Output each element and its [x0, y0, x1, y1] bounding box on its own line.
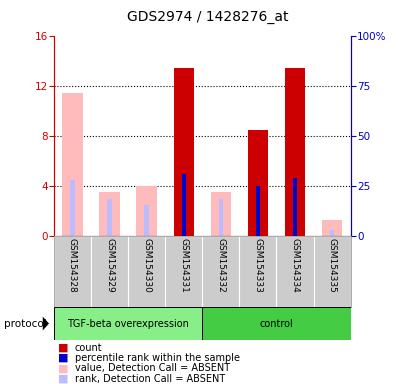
Text: GSM154328: GSM154328	[68, 238, 77, 293]
Text: ■: ■	[58, 343, 68, 353]
Bar	[54, 236, 91, 307]
Bar	[239, 236, 276, 307]
Text: control: control	[260, 318, 293, 329]
Text: GSM154330: GSM154330	[142, 238, 151, 293]
Bar	[54, 307, 203, 340]
Text: protocol: protocol	[4, 318, 47, 329]
Text: ■: ■	[58, 353, 68, 363]
Text: GSM154331: GSM154331	[179, 238, 188, 293]
Bar	[173, 68, 194, 236]
Bar	[165, 236, 202, 307]
Text: TGF-beta overexpression: TGF-beta overexpression	[67, 318, 189, 329]
Text: ■: ■	[58, 374, 68, 384]
Text: GSM154333: GSM154333	[254, 238, 262, 293]
Bar	[203, 236, 239, 307]
Text: value, Detection Call = ABSENT: value, Detection Call = ABSENT	[75, 363, 230, 373]
Text: GSM154334: GSM154334	[290, 238, 300, 293]
Text: GSM154329: GSM154329	[105, 238, 114, 293]
Bar	[285, 68, 305, 236]
Text: percentile rank within the sample: percentile rank within the sample	[75, 353, 240, 363]
Bar	[314, 236, 351, 307]
Bar	[91, 236, 128, 307]
Bar	[330, 230, 334, 236]
Bar	[137, 186, 157, 236]
Text: ■: ■	[58, 363, 68, 373]
Bar	[211, 192, 231, 236]
Text: GSM154332: GSM154332	[216, 238, 225, 293]
Bar	[219, 199, 223, 236]
Bar	[144, 205, 149, 236]
Bar	[322, 220, 342, 236]
Text: GDS2974 / 1428276_at: GDS2974 / 1428276_at	[127, 10, 288, 23]
Bar	[293, 177, 297, 236]
Text: GSM154335: GSM154335	[327, 238, 337, 293]
Text: count: count	[75, 343, 103, 353]
Text: rank, Detection Call = ABSENT: rank, Detection Call = ABSENT	[75, 374, 225, 384]
Bar	[276, 236, 314, 307]
Bar	[203, 307, 351, 340]
Bar	[181, 174, 186, 236]
Bar	[70, 180, 75, 236]
Bar	[256, 186, 260, 236]
Bar	[107, 199, 112, 236]
Bar	[248, 130, 268, 236]
Bar	[128, 236, 165, 307]
Bar	[62, 93, 83, 236]
Bar	[99, 192, 120, 236]
